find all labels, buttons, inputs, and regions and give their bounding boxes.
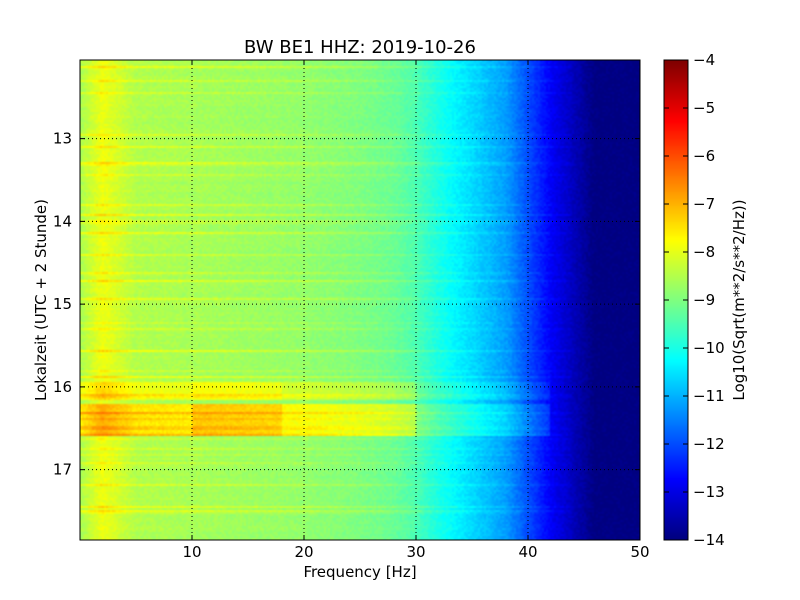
colorbar-tick-label: −6 <box>693 147 715 165</box>
x-tick-label: 10 <box>182 543 201 561</box>
y-tick-label: 14 <box>53 212 72 230</box>
colorbar-tick-label: −9 <box>693 291 715 309</box>
colorbar-tick-label: −14 <box>693 531 725 549</box>
y-axis-label: Lokalzeit (UTC + 2 Stunde) <box>32 199 50 401</box>
plot-frame <box>79 59 641 541</box>
spectrogram-heatmap <box>80 60 640 540</box>
colorbar-ticks: −4 −5 −6 −7 −8 −9 −10 −11 −12 −13 −14 <box>664 51 725 549</box>
grid-lines <box>80 60 640 540</box>
x-axis: 10 20 30 40 50 <box>182 60 650 561</box>
y-tick-label: 16 <box>53 378 72 396</box>
colorbar: −4 −5 −6 −7 −8 −9 −10 −11 −12 −13 −14 Log10(Sqrt(m… <box>663 51 748 549</box>
x-tick-label: 20 <box>294 543 313 561</box>
colorbar-tick-label: −11 <box>693 387 725 405</box>
x-tick-label: 40 <box>518 543 537 561</box>
y-tick-label: 13 <box>53 130 72 148</box>
y-axis: 13 14 15 16 17 <box>53 130 640 479</box>
colorbar-tick-label: −5 <box>693 99 715 117</box>
y-tick-label: 17 <box>53 461 72 479</box>
colorbar-label: Log10(Sqrt(m**2/s**2/Hz)) <box>730 199 748 400</box>
colorbar-tick-label: −13 <box>693 483 725 501</box>
x-tick-label: 50 <box>630 543 649 561</box>
colorbar-tick-label: −10 <box>693 339 725 357</box>
y-tick-label: 15 <box>53 295 72 313</box>
x-tick-label: 30 <box>406 543 425 561</box>
plot-area <box>79 59 641 541</box>
colorbar-tick-label: −4 <box>693 51 715 69</box>
colorbar-tick-label: −8 <box>693 243 715 261</box>
colorbar-tick-label: −7 <box>693 195 715 213</box>
chart-title: BW BE1 HHZ: 2019-10-26 <box>244 37 476 58</box>
colorbar-tick-label: −12 <box>693 435 725 453</box>
x-axis-label: Frequency [Hz] <box>303 563 416 581</box>
